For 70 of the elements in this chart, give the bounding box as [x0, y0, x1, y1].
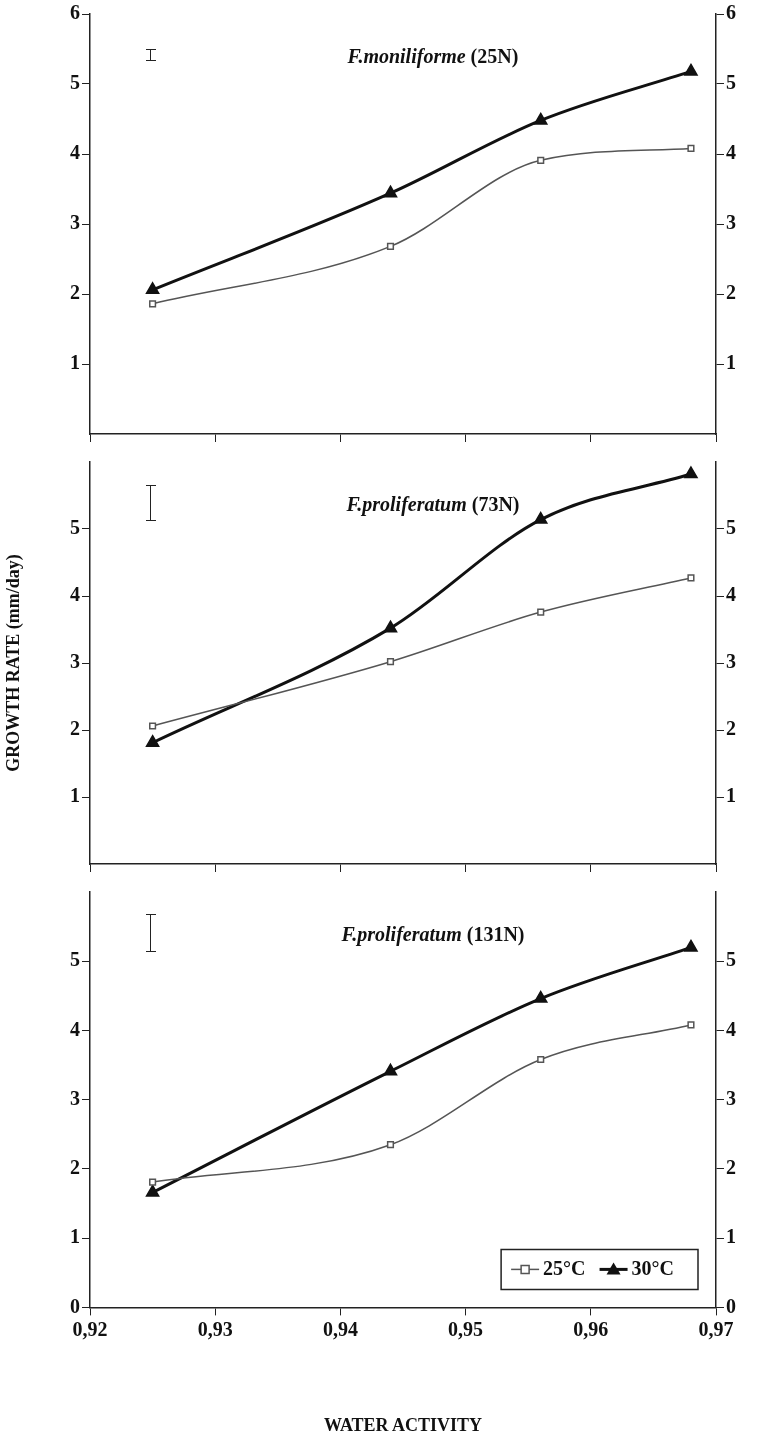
y-tick-label: 0	[70, 1294, 80, 1317]
y-tick-label: 5	[70, 71, 80, 94]
y-tick-label: 3	[70, 1086, 80, 1109]
y2-tick-label: 1	[726, 1225, 736, 1248]
x-tick-label: 0,97	[698, 1317, 734, 1340]
point	[687, 144, 695, 152]
y-tick-label: 2	[70, 281, 80, 304]
y2-tick-label: 4	[726, 141, 736, 164]
y2-tick-label: 5	[726, 516, 736, 539]
y2-tick-label: 3	[726, 650, 736, 673]
y2-tick-label: 4	[726, 583, 736, 606]
point	[684, 466, 698, 479]
y2-tick-label: 1	[726, 784, 736, 807]
x-axis-title: WATER ACTIVITY	[323, 1414, 483, 1435]
point	[684, 63, 698, 76]
y-tick-label: 3	[70, 650, 80, 673]
point	[149, 722, 157, 730]
point	[149, 300, 157, 308]
point	[537, 608, 545, 616]
point	[537, 156, 545, 164]
point	[684, 939, 698, 952]
point	[533, 112, 548, 125]
point	[383, 185, 398, 198]
y2-tick-label: 5	[726, 71, 736, 94]
legend-label: 30°C	[631, 1256, 675, 1279]
y2-tick-label: 4	[726, 1017, 736, 1040]
point	[537, 1055, 545, 1064]
y-tick-label: 1	[70, 784, 80, 807]
point	[386, 658, 395, 666]
y-tick-label: 2	[70, 1156, 80, 1179]
point	[386, 242, 395, 250]
point	[386, 1141, 395, 1149]
point	[687, 574, 695, 582]
y-tick-label: 4	[70, 141, 80, 164]
x-tick-label: 0,93	[197, 1317, 233, 1340]
point	[383, 1063, 398, 1076]
y-tick-label: 1	[70, 1225, 80, 1248]
y2-tick-label: 2	[726, 1156, 736, 1179]
point	[145, 1184, 160, 1197]
text: F.proliferatum (73N)	[345, 493, 520, 517]
y-tick-label: 3	[70, 211, 80, 234]
legend-label: 25°C	[543, 1256, 586, 1279]
point	[533, 511, 548, 524]
point	[383, 620, 398, 633]
y-tick-label: 1	[70, 351, 80, 374]
y-tick-label: 6	[70, 1, 80, 24]
y-tick-label: 2	[70, 717, 80, 740]
x-tick-label: 0,95	[448, 1317, 484, 1340]
y2-tick-label: 2	[726, 281, 736, 304]
point	[149, 1178, 157, 1186]
y-tick-label: 5	[70, 948, 80, 971]
y-tick-label: 5	[70, 516, 80, 539]
point	[533, 990, 548, 1003]
y-tick-label: 4	[70, 583, 80, 606]
point	[687, 1021, 695, 1029]
y2-tick-label: 0	[726, 1294, 736, 1317]
y2-tick-label: 2	[726, 717, 736, 740]
y2-tick-label: 6	[726, 1, 736, 24]
point	[145, 282, 160, 295]
y2-tick-label: 1	[726, 351, 736, 374]
y2-tick-label: 3	[726, 211, 736, 234]
y2-tick-label: 3	[726, 1086, 736, 1109]
x-tick-label: 0,92	[72, 1317, 108, 1340]
text: F.moniliforme (25N)	[346, 45, 519, 69]
y2-tick-label: 5	[726, 948, 736, 971]
y-tick-label: 4	[70, 1017, 80, 1040]
x-tick-label: 0,94	[322, 1317, 358, 1340]
y-axis-title: GROWTH RATE (mm/day)	[3, 554, 25, 772]
x-tick-label: 0,96	[573, 1317, 609, 1340]
text: F.proliferatum (131N)	[340, 923, 525, 947]
